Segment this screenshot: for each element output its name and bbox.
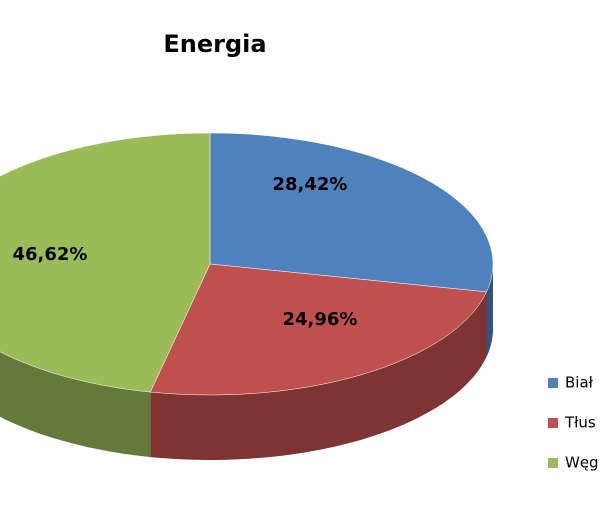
legend: Biał Tłus Węg <box>548 374 599 472</box>
slice-side <box>0 351 151 458</box>
data-label: 28,42% <box>273 174 348 195</box>
data-labels: 28,42% 24,96% 46,62% <box>13 174 358 330</box>
legend-label: Biał <box>565 374 594 392</box>
legend-swatch <box>548 378 558 388</box>
legend-swatch <box>548 458 558 468</box>
legend-label: Tłus <box>564 414 596 432</box>
data-label: 46,62% <box>13 244 88 265</box>
slice <box>0 132 211 393</box>
slice-side <box>150 291 487 460</box>
slice-side <box>486 264 493 357</box>
slice <box>149 263 487 396</box>
legend-label: Węg <box>565 454 599 472</box>
pie-sides <box>0 264 493 460</box>
pie-tops <box>0 132 494 396</box>
slice <box>209 132 494 293</box>
legend-swatch <box>548 418 558 428</box>
data-label: 24,96% <box>283 309 358 330</box>
chart-title: Energia <box>163 30 266 58</box>
